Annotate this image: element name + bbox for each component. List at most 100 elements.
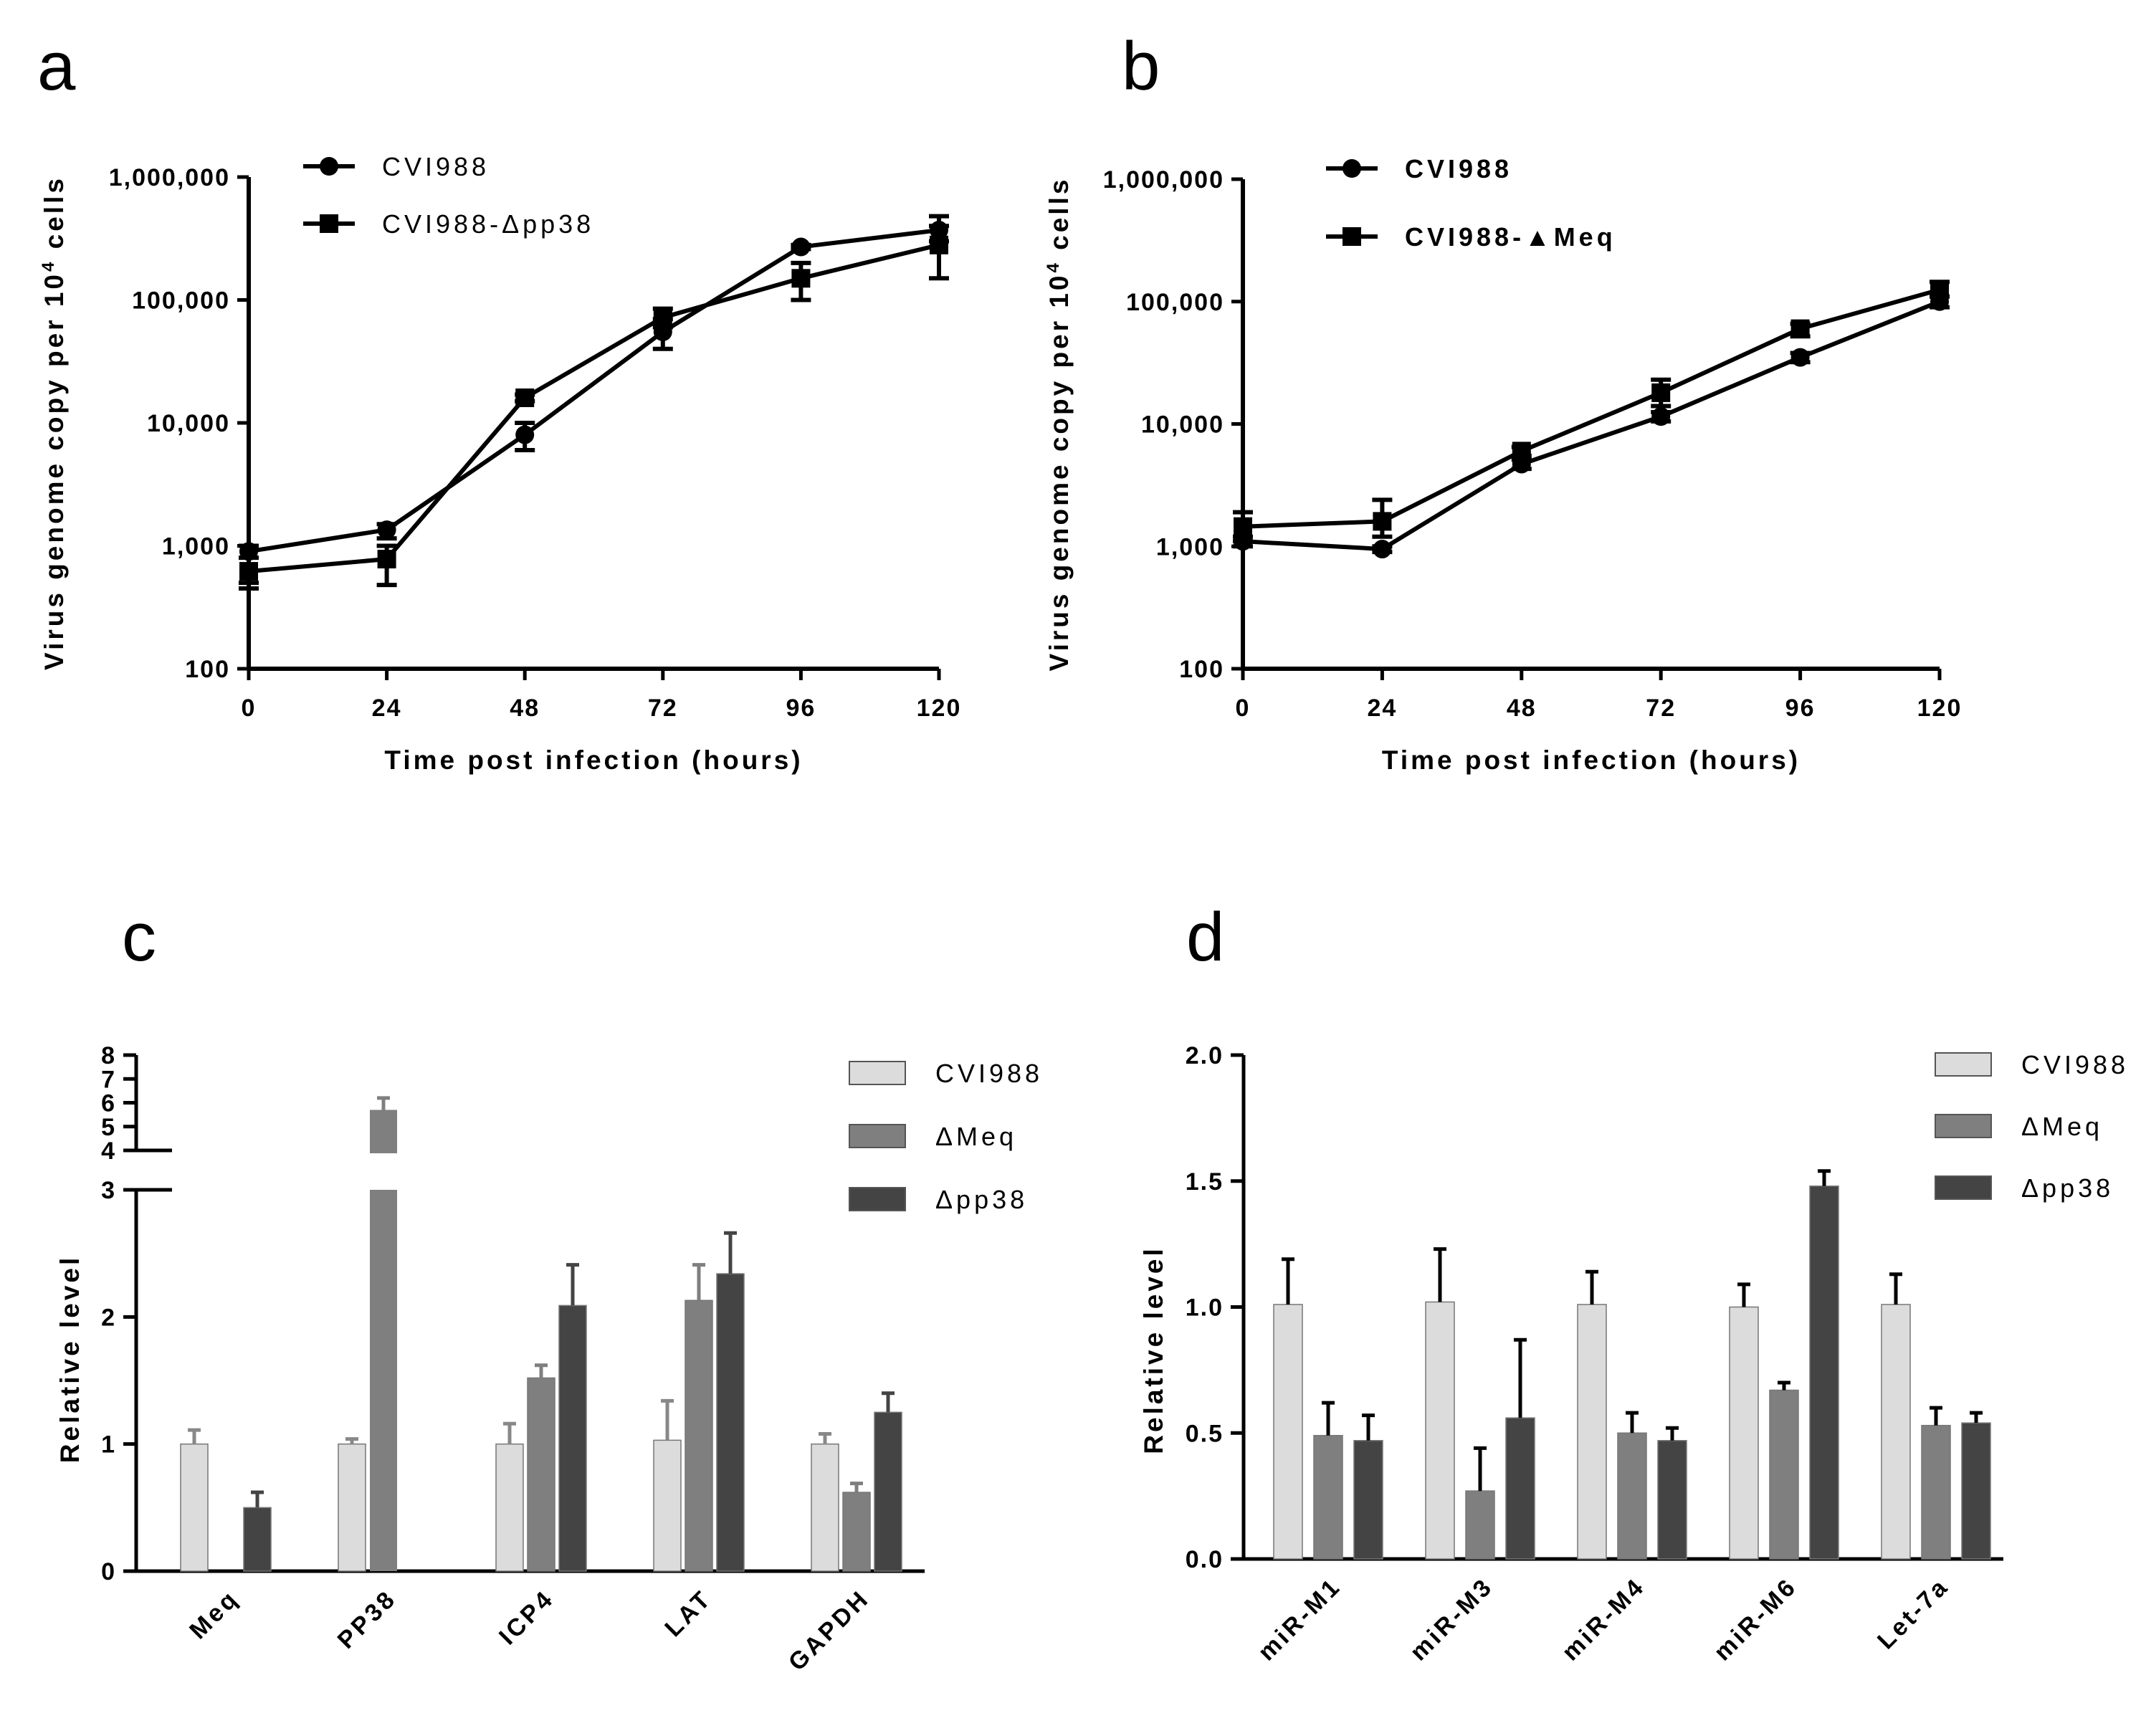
y-axis-title: Relative level — [1139, 1246, 1168, 1454]
legend-label: CVI988 — [2021, 1050, 2129, 1079]
x-axis-title: Time post infection (hours) — [384, 745, 803, 775]
y-tick-label: 1,000 — [162, 533, 230, 561]
legend-marker-square — [1343, 227, 1361, 246]
bar — [338, 1443, 366, 1572]
bar — [243, 1507, 272, 1572]
y-axis-title: Virus genome copy per 104 cells — [1044, 177, 1074, 672]
x-tick-label: 72 — [1646, 695, 1676, 722]
data-point-circle — [377, 520, 396, 540]
bar — [1313, 1435, 1343, 1560]
bar-upper-segment — [370, 1110, 397, 1153]
category-label: Meq — [184, 1585, 244, 1644]
category-label: GAPDH — [783, 1585, 875, 1677]
panel-label-a: a — [37, 28, 76, 105]
y-axis-title-main: Virus genome copy per 10 — [1044, 273, 1074, 672]
y-tick-label: 0.0 — [1186, 1546, 1224, 1573]
category-label: miR-M3 — [1405, 1573, 1499, 1666]
legend-label: CVI988 — [382, 152, 490, 181]
y-tick-label: 8 — [101, 1042, 116, 1069]
series-line-0 — [1242, 299, 1941, 552]
y-tick-label: 100,000 — [132, 287, 230, 315]
legend-label: ΔMeq — [2021, 1112, 2103, 1141]
data-point-square — [1930, 280, 1949, 300]
bar — [1617, 1432, 1647, 1560]
bar — [180, 1443, 209, 1572]
bar — [1961, 1422, 1991, 1560]
y-tick-label: 10,000 — [147, 410, 230, 437]
data-point-square — [1651, 383, 1671, 402]
y-tick-label: 1,000 — [1156, 533, 1224, 561]
x-tick-label: 72 — [648, 695, 678, 722]
legend-swatch — [1935, 1175, 1992, 1200]
panel-label-b: b — [1122, 28, 1160, 105]
data-point-square — [1512, 442, 1531, 461]
panel-label-d: d — [1186, 899, 1224, 976]
legend-label: ΔMeq — [935, 1122, 1017, 1151]
x-tick-label: 120 — [917, 695, 962, 722]
x-tick-label: 96 — [786, 695, 816, 722]
legend-swatch — [1935, 1114, 1992, 1138]
y-tick-label: 2.0 — [1186, 1042, 1224, 1069]
bar — [842, 1492, 871, 1572]
x-tick-label: 48 — [1507, 695, 1537, 722]
category-label: miR-M6 — [1709, 1573, 1803, 1666]
y-tick-label: 1.5 — [1186, 1168, 1224, 1196]
y-tick-label: 6 — [101, 1090, 116, 1117]
data-point-square — [1373, 512, 1392, 531]
bar — [495, 1443, 524, 1572]
series-line-0 — [248, 228, 940, 554]
data-point-square — [1234, 517, 1252, 536]
y-tick-label: 1,000,000 — [1103, 166, 1224, 194]
bar — [1881, 1304, 1911, 1560]
y-axis-title: Relative level — [55, 1255, 85, 1463]
series-line-1 — [1242, 287, 1940, 529]
y-tick-label: 1.0 — [1186, 1294, 1224, 1322]
bar — [1809, 1186, 1839, 1560]
data-point-circle — [791, 237, 811, 257]
x-tick-label: 96 — [1785, 695, 1816, 722]
data-point-square — [653, 307, 672, 327]
data-point-square — [791, 269, 811, 288]
y-axis-title-superscript: 4 — [39, 259, 58, 272]
data-point-square — [239, 562, 258, 581]
x-tick-label: 120 — [1917, 695, 1963, 722]
legend-swatch — [849, 1124, 906, 1148]
y-tick-label: 0 — [101, 1558, 116, 1585]
x-tick-label: 0 — [1236, 695, 1251, 722]
bar — [685, 1299, 713, 1572]
category-label: Let-7a — [1872, 1573, 1955, 1655]
bar — [1921, 1424, 1951, 1560]
bar-chart-d: 0.0 0.5 1.0 1.5 2.0 Relative level miR-M1 miR-M… — [1139, 1042, 2129, 1666]
panel-label-c: c — [122, 899, 156, 976]
y-axis-title-tail: cells — [39, 176, 69, 259]
data-point-circle — [1790, 348, 1810, 367]
legend-swatch — [849, 1061, 906, 1085]
y-tick-label: 0.5 — [1186, 1420, 1224, 1447]
x-tick-label: 24 — [1367, 695, 1397, 722]
bar-lower-segment — [370, 1190, 397, 1571]
bar — [1577, 1304, 1607, 1560]
y-tick-label: 1,000,000 — [109, 164, 230, 191]
legend-marker-circle — [320, 157, 338, 176]
bar — [874, 1411, 902, 1572]
bar — [716, 1273, 745, 1572]
bar — [1657, 1440, 1687, 1560]
y-axis-title-tail: cells — [1044, 177, 1074, 261]
data-point-square — [515, 388, 535, 407]
data-point-square — [930, 235, 948, 254]
y-tick-label: 7 — [101, 1066, 116, 1093]
bar — [527, 1377, 555, 1572]
bar — [1273, 1304, 1303, 1560]
bar — [1769, 1389, 1799, 1560]
legend-marker-circle — [1343, 159, 1361, 178]
x-tick-label: 24 — [372, 695, 402, 722]
bar — [811, 1443, 839, 1572]
x-tick-label: 48 — [510, 695, 540, 722]
y-tick-label: 2 — [101, 1304, 116, 1331]
y-tick-label: 5 — [101, 1114, 116, 1141]
category-label: LAT — [659, 1585, 717, 1642]
y-tick-label: 10,000 — [1141, 411, 1224, 439]
legend-swatch — [849, 1187, 906, 1211]
legend-swatch — [1935, 1052, 1992, 1077]
data-point-square — [1790, 319, 1810, 338]
